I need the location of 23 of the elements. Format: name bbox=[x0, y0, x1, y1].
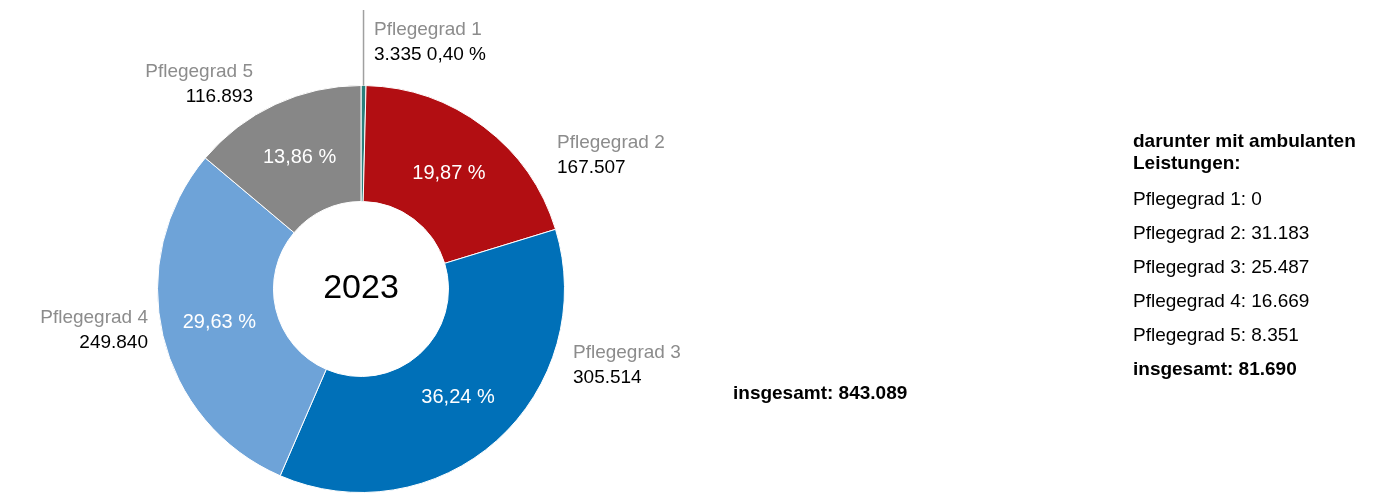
text: Pflegegrad 3: 25.487 bbox=[1133, 256, 1311, 279]
text: Pflegegrad 2: 31.183 bbox=[1133, 222, 1311, 245]
text: Pflegegrad 5: 8.351 bbox=[1133, 324, 1300, 347]
text: 19,87 % bbox=[412, 160, 486, 183]
text: darunter mit ambulanten Leistungen: bbox=[1133, 130, 1357, 174]
data-label: 305.514 bbox=[573, 366, 643, 388]
data-label: 167.507 bbox=[557, 156, 626, 178]
slice-label: Pflegegrad 3 bbox=[573, 341, 681, 363]
text: 29,63 % bbox=[182, 309, 257, 332]
text: 36,24 % bbox=[421, 384, 495, 407]
slice-label: Pflegegrad 4 bbox=[40, 306, 149, 328]
text: 2023 bbox=[323, 267, 399, 306]
slice-label: Pflegegrad 2 bbox=[557, 131, 665, 153]
text: 3.335 0,40 % bbox=[374, 43, 486, 65]
text: insgesamt: 843.089 bbox=[733, 382, 908, 404]
text: Pflegegrad 4: 16.669 bbox=[1133, 290, 1311, 313]
text: 13,86 % bbox=[262, 144, 337, 167]
data-label: 116.893 bbox=[185, 85, 253, 107]
slice-label: Pflegegrad 5 bbox=[145, 60, 253, 82]
text: Pflegegrad 1: 0 bbox=[1133, 188, 1263, 211]
data-label: 249.840 bbox=[79, 331, 148, 353]
text: insgesamt: 81.690 bbox=[1133, 358, 1298, 381]
slice-label: Pflegegrad 1 bbox=[374, 18, 482, 40]
